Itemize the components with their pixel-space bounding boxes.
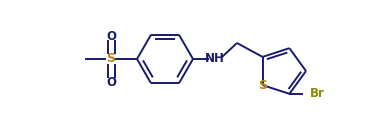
- Text: Br: Br: [310, 87, 324, 100]
- Text: NH: NH: [205, 52, 225, 65]
- Text: O: O: [106, 75, 116, 89]
- Text: S: S: [107, 52, 115, 65]
- Text: S: S: [258, 79, 267, 92]
- Text: O: O: [106, 30, 116, 42]
